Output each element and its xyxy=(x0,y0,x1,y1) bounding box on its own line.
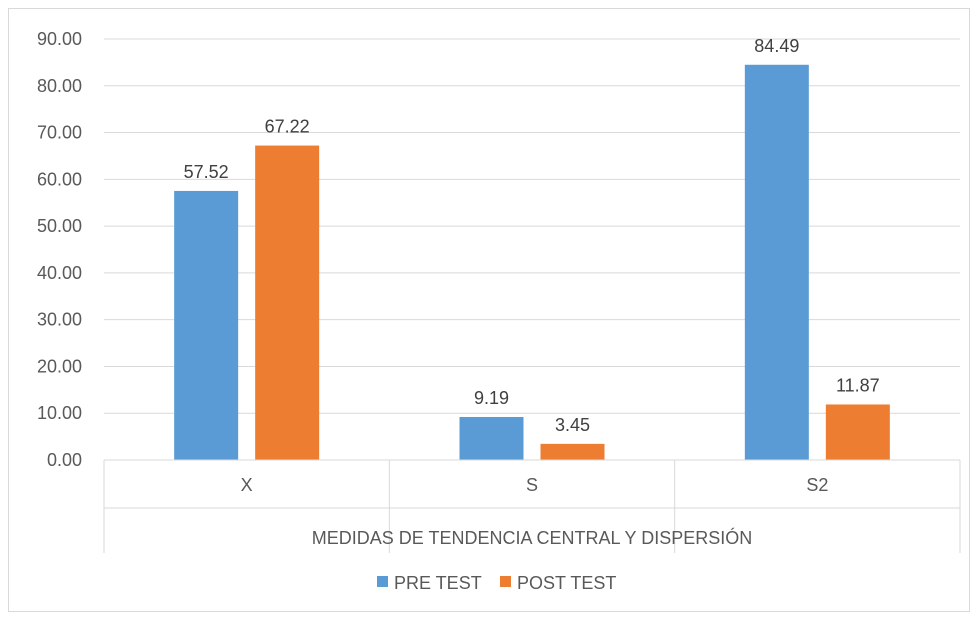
y-tick-label: 20.00 xyxy=(37,356,82,376)
data-label: 84.49 xyxy=(754,36,799,56)
y-axis-ticks: 0.00 10.00 20.00 30.00 40.00 50.00 60.00 70.00 8… xyxy=(37,29,82,470)
legend-label: POST TEST xyxy=(517,573,616,593)
legend: PRE TEST POST TEST xyxy=(377,573,616,593)
bar-pre-test-x xyxy=(174,190,239,461)
y-tick-label: 30.00 xyxy=(37,310,82,330)
data-label: 3.45 xyxy=(555,415,590,435)
bar-post-test-x xyxy=(255,145,320,460)
bar-post-test-s2 xyxy=(825,404,890,460)
data-label: 67.22 xyxy=(265,117,310,137)
x-axis: X S S2 xyxy=(103,459,961,553)
bar-post-test-s xyxy=(540,443,605,460)
bars xyxy=(174,64,890,461)
y-tick-label: 10.00 xyxy=(37,403,82,423)
legend-swatch xyxy=(377,576,388,587)
y-tick-label: 90.00 xyxy=(37,29,82,49)
y-tick-label: 60.00 xyxy=(37,169,82,189)
y-tick-label: 70.00 xyxy=(37,123,82,143)
y-tick-label: 80.00 xyxy=(37,76,82,96)
data-label: 11.87 xyxy=(836,375,880,395)
y-tick-label: 40.00 xyxy=(37,263,82,283)
legend-label: PRE TEST xyxy=(394,573,482,593)
bar-pre-test-s2 xyxy=(744,64,809,460)
data-labels: 57.52 67.22 9.19 3.45 84.49 11.87 xyxy=(184,36,880,435)
x-tick-label: X xyxy=(241,475,253,495)
y-tick-label: 0.00 xyxy=(47,450,82,470)
x-tick-label: S xyxy=(526,475,538,495)
x-tick-label: S2 xyxy=(806,475,828,495)
x-axis-title: MEDIDAS DE TENDENCIA CENTRAL Y DISPERSIÓ… xyxy=(312,527,752,548)
legend-swatch xyxy=(500,576,511,587)
data-label: 57.52 xyxy=(184,162,229,182)
data-label: 9.19 xyxy=(474,388,509,408)
bar-pre-test-s xyxy=(459,417,524,460)
chart-frame xyxy=(8,8,970,612)
y-tick-label: 50.00 xyxy=(37,216,82,236)
